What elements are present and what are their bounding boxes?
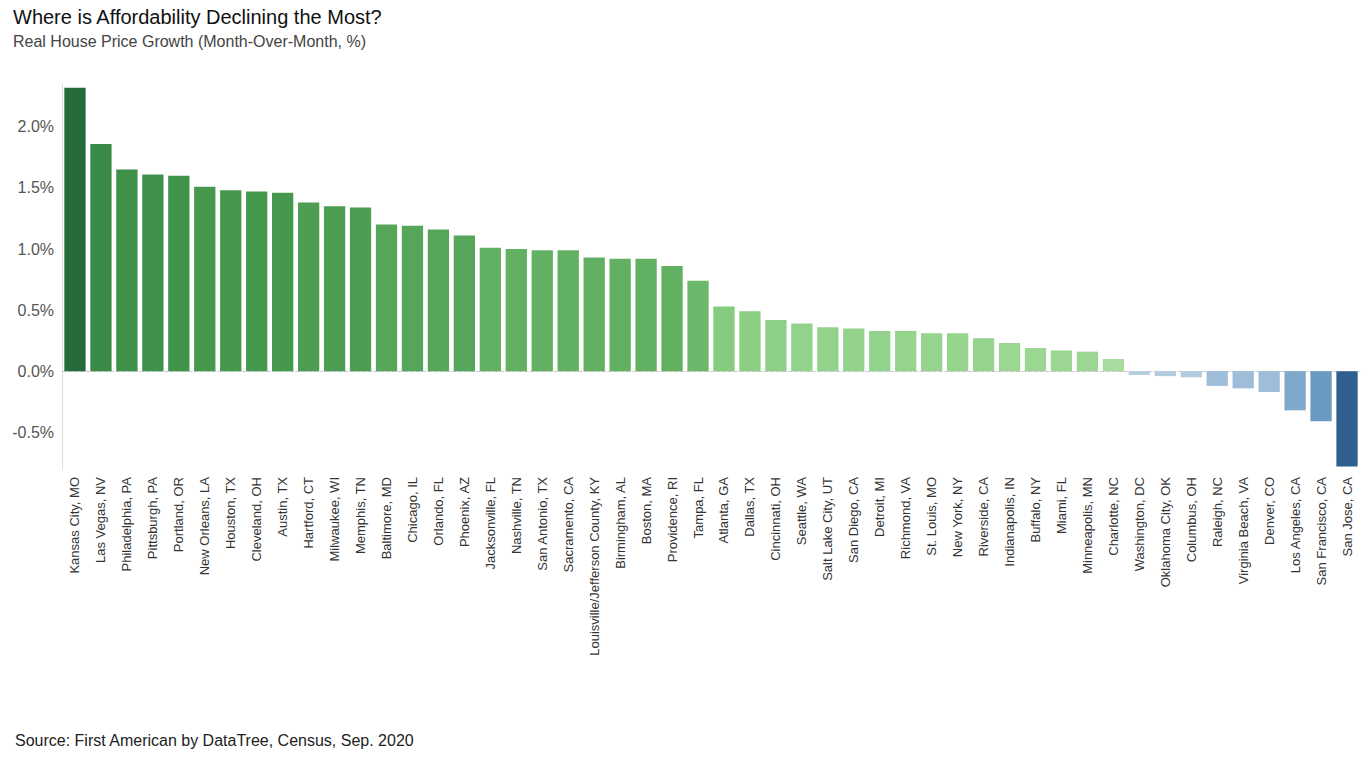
svg-text:Oklahoma City, OK: Oklahoma City, OK: [1158, 477, 1173, 588]
svg-text:Minneapolis, MN: Minneapolis, MN: [1080, 477, 1095, 574]
svg-text:Las Vegas, NV: Las Vegas, NV: [93, 477, 108, 563]
svg-text:New Orleans, LA: New Orleans, LA: [197, 477, 212, 576]
svg-text:Indianapolis, IN: Indianapolis, IN: [1002, 477, 1017, 567]
svg-text:Baltimore, MD: Baltimore, MD: [379, 477, 394, 559]
svg-text:San Antonio, TX: San Antonio, TX: [535, 477, 550, 571]
svg-text:Pittsburgh, PA: Pittsburgh, PA: [145, 477, 160, 559]
svg-text:Charlotte, NC: Charlotte, NC: [1106, 477, 1121, 556]
svg-text:Where is Affordability Declini: Where is Affordability Declining the Mos…: [13, 6, 382, 28]
svg-text:Source: First American by Data: Source: First American by DataTree, Cens…: [15, 732, 414, 749]
svg-text:Hartford, CT: Hartford, CT: [301, 477, 316, 549]
svg-text:Richmond, VA: Richmond, VA: [898, 477, 913, 559]
svg-text:Tampa, FL: Tampa, FL: [691, 477, 706, 538]
svg-text:0.0%: 0.0%: [18, 363, 54, 380]
svg-text:Seattle, WA: Seattle, WA: [794, 477, 809, 545]
svg-text:Jacksonville, FL: Jacksonville, FL: [483, 477, 498, 569]
svg-text:Phoenix, AZ: Phoenix, AZ: [457, 477, 472, 547]
svg-text:Atlanta, GA: Atlanta, GA: [716, 477, 731, 544]
svg-text:Providence, RI: Providence, RI: [665, 477, 680, 562]
svg-text:Real House Price Growth (Month: Real House Price Growth (Month-Over-Mont…: [13, 33, 366, 50]
svg-text:2.0%: 2.0%: [18, 118, 54, 135]
svg-text:Cincinnati, OH: Cincinnati, OH: [768, 477, 783, 561]
svg-text:Riverside, CA: Riverside, CA: [976, 477, 991, 557]
svg-text:Los Angeles, CA: Los Angeles, CA: [1288, 477, 1303, 573]
svg-text:Portland, OR: Portland, OR: [171, 477, 186, 552]
svg-text:Milwaukee, WI: Milwaukee, WI: [327, 477, 342, 562]
svg-text:Buffalo, NY: Buffalo, NY: [1028, 477, 1043, 543]
svg-text:Orlando, FL: Orlando, FL: [431, 477, 446, 546]
svg-text:Sacramento, CA: Sacramento, CA: [561, 477, 576, 573]
svg-text:Boston, MA: Boston, MA: [639, 477, 654, 545]
svg-text:Raleigh, NC: Raleigh, NC: [1210, 477, 1225, 547]
svg-text:Virginia Beach, VA: Virginia Beach, VA: [1236, 477, 1251, 585]
svg-text:Louisville/Jefferson County, K: Louisville/Jefferson County, KY: [587, 477, 602, 656]
svg-text:Nashville, TN: Nashville, TN: [509, 477, 524, 554]
svg-text:-0.5%: -0.5%: [12, 424, 54, 441]
svg-text:Birmingham, AL: Birmingham, AL: [613, 477, 628, 569]
svg-text:Chicago, IL: Chicago, IL: [405, 477, 420, 543]
svg-text:San Jose, CA: San Jose, CA: [1340, 477, 1355, 557]
svg-text:San Francisco, CA: San Francisco, CA: [1314, 477, 1329, 586]
svg-text:Washington, DC: Washington, DC: [1132, 477, 1147, 571]
svg-text:Miami, FL: Miami, FL: [1054, 477, 1069, 534]
svg-text:Cleveland, OH: Cleveland, OH: [249, 477, 264, 562]
svg-text:Kansas City, MO: Kansas City, MO: [67, 477, 82, 574]
svg-text:Dallas, TX: Dallas, TX: [742, 477, 757, 537]
svg-text:New York, NY: New York, NY: [950, 477, 965, 558]
svg-text:0.5%: 0.5%: [18, 302, 54, 319]
svg-text:Austin, TX: Austin, TX: [275, 477, 290, 537]
svg-text:Philadelphia, PA: Philadelphia, PA: [119, 477, 134, 572]
svg-text:Salt Lake City, UT: Salt Lake City, UT: [820, 477, 835, 581]
svg-text:Houston, TX: Houston, TX: [223, 477, 238, 549]
svg-text:Detroit, MI: Detroit, MI: [872, 477, 887, 537]
svg-text:St. Louis, MO: St. Louis, MO: [924, 477, 939, 556]
svg-text:1.5%: 1.5%: [18, 179, 54, 196]
svg-text:Memphis, TN: Memphis, TN: [353, 477, 368, 554]
svg-text:Denver, CO: Denver, CO: [1262, 477, 1277, 545]
svg-text:Columbus, OH: Columbus, OH: [1184, 477, 1199, 562]
svg-text:San Diego, CA: San Diego, CA: [846, 477, 861, 563]
svg-text:1.0%: 1.0%: [18, 241, 54, 258]
